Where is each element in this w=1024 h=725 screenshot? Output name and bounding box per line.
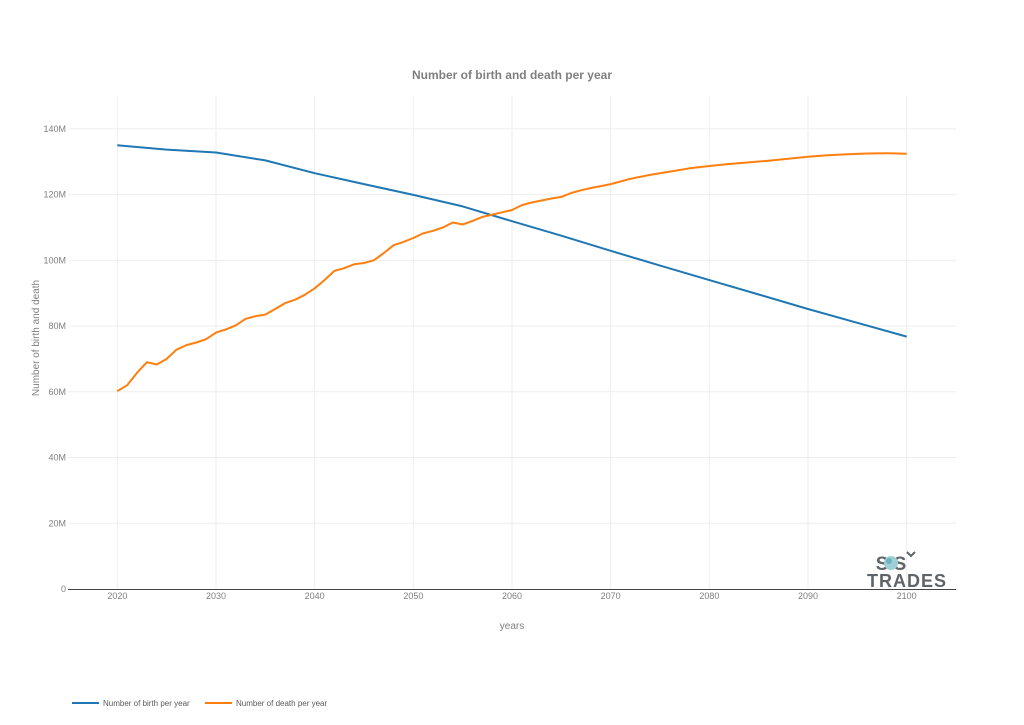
y-tick-label: 40M (48, 453, 66, 463)
y-tick-label: 60M (48, 387, 66, 397)
legend: Number of birth per year Number of death … (72, 699, 327, 708)
y-tick-label: 80M (48, 321, 66, 331)
x-tick-label: 2080 (699, 591, 719, 601)
globe-icon (884, 556, 898, 570)
y-axis-title: Number of birth and death (31, 280, 42, 396)
x-tick-label: 2070 (601, 591, 621, 601)
chart-title: Number of birth and death per year (412, 68, 612, 82)
series-lines (116, 144, 907, 392)
x-axis-title: years (500, 621, 524, 632)
x-tick-label: 2060 (502, 591, 522, 601)
y-tick-label: 120M (43, 190, 66, 200)
x-tick-label: 2090 (798, 591, 818, 601)
sos-trades-logo: S S TRADES (867, 551, 947, 591)
x-tick-label: 2100 (897, 591, 917, 601)
x-tick-label: 2050 (403, 591, 423, 601)
logo-text-bottom: TRADES (867, 571, 947, 591)
legend-label-1: Number of death per year (236, 699, 327, 708)
y-axis-ticks: 0 20M 40M 60M 80M 100M 120M 140M (43, 124, 66, 594)
y-tick-label: 100M (43, 255, 66, 265)
x-tick-label: 2020 (107, 591, 127, 601)
x-tick-label: 2040 (305, 591, 325, 601)
hacek-icon (906, 551, 916, 558)
y-tick-label: 140M (43, 124, 66, 134)
grid-lines (68, 96, 956, 589)
series-line-1 (116, 152, 907, 392)
x-tick-label: 2030 (206, 591, 226, 601)
x-axis-ticks: 2020 2030 2040 2050 2060 2070 2080 2090 2100 (107, 591, 916, 601)
y-tick-label: 0 (61, 584, 66, 594)
y-tick-label: 20M (48, 518, 66, 528)
legend-label-0: Number of birth per year (103, 699, 190, 708)
series-line-0 (117, 144, 907, 338)
